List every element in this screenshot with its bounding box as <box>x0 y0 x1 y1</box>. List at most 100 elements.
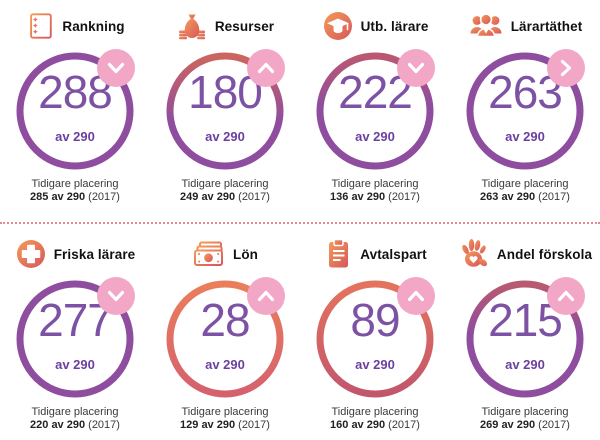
previous-label: Tidigare placering <box>181 178 269 190</box>
card-title: Utb. lärare <box>360 18 429 34</box>
rank-value: 28 <box>200 294 250 346</box>
previous-label: Tidigare placering <box>481 406 569 418</box>
rank-ring: 263 av 290 <box>466 49 585 170</box>
trend-badge <box>397 277 435 315</box>
previous-year: (2017) <box>88 191 120 203</box>
previous-year: (2017) <box>238 191 270 203</box>
list-icon <box>25 11 55 41</box>
rank-ring: 28 av 290 <box>166 277 285 398</box>
rank-total: av 290 <box>355 129 395 144</box>
previous-value: 136 av 290 <box>330 191 386 203</box>
medical-cross-icon <box>15 238 47 270</box>
previous-year: (2017) <box>238 419 270 431</box>
previous-value: 220 av 290 <box>30 419 86 431</box>
chevron-down-icon <box>97 49 135 87</box>
rank-ring: 89 av 290 <box>316 277 435 398</box>
rank-ring: 222 av 290 <box>316 49 435 170</box>
trend-badge <box>247 49 285 87</box>
hand-icon <box>458 238 490 270</box>
chevron-up-icon <box>247 49 285 87</box>
chevron-down-icon <box>397 49 435 87</box>
card-title: Resurser <box>214 18 275 34</box>
stat-card-andel-f-rskola[interactable]: Andel förskola 215 av 290 Tidigare place… <box>450 224 600 440</box>
card-header: Avtalspart <box>300 234 450 274</box>
previous-label: Tidigare placering <box>331 406 419 418</box>
chevron-up-icon <box>547 277 585 315</box>
previous-value: 249 av 290 <box>180 191 236 203</box>
money-bag-icon <box>176 10 208 42</box>
previous-year: (2017) <box>388 419 420 431</box>
stat-card-rankning[interactable]: Rankning 288 av 290 Tidigare placering 2… <box>0 0 150 222</box>
stat-card-l-n[interactable]: Lön 28 av 290 Tidigare placering 129 av … <box>150 224 300 440</box>
card-header: Andel förskola <box>450 234 600 274</box>
rank-ring: 215 av 290 <box>466 277 585 398</box>
rank-total: av 290 <box>505 357 545 372</box>
ring-circle <box>16 280 134 398</box>
card-title: Andel förskola <box>496 246 593 262</box>
clipboard-icon <box>323 238 353 270</box>
card-title: Avtalspart <box>360 246 427 262</box>
card-header: Lärartäthet <box>450 6 600 46</box>
previous-placement: Tidigare placering 263 av 290 (2017) <box>450 178 600 204</box>
chevron-up-icon <box>397 277 435 315</box>
previous-placement: Tidigare placering 160 av 290 (2017) <box>300 406 450 432</box>
rank-ring: 180 av 290 <box>166 49 285 170</box>
ring-circle <box>466 52 584 170</box>
rank-total: av 290 <box>55 129 95 144</box>
previous-year: (2017) <box>88 419 120 431</box>
ring-circle <box>466 280 584 398</box>
rank-total: av 290 <box>355 357 395 372</box>
trend-badge <box>547 49 585 87</box>
banknote-icon <box>192 240 226 268</box>
previous-value: 160 av 290 <box>330 419 386 431</box>
trend-badge <box>247 277 285 315</box>
dashboard-row-1: Rankning 288 av 290 Tidigare placering 2… <box>0 0 600 222</box>
previous-placement: Tidigare placering 249 av 290 (2017) <box>150 178 300 204</box>
chevron-right-icon <box>547 49 585 87</box>
previous-placement: Tidigare placering 136 av 290 (2017) <box>300 178 450 204</box>
rank-ring: 277 av 290 <box>16 277 135 398</box>
stat-card-avtalspart[interactable]: Avtalspart 89 av 290 Tidigare placering … <box>300 224 450 440</box>
card-header: Resurser <box>150 6 300 46</box>
previous-label: Tidigare placering <box>31 178 119 190</box>
rank-value: 89 <box>350 294 400 346</box>
previous-label: Tidigare placering <box>331 178 419 190</box>
rank-total: av 290 <box>55 357 95 372</box>
card-title: Friska lärare <box>53 246 136 262</box>
trend-badge <box>547 277 585 315</box>
chevron-down-icon <box>97 277 135 315</box>
previous-value: 263 av 290 <box>480 191 536 203</box>
rank-total: av 290 <box>205 129 245 144</box>
card-title: Rankning <box>62 18 125 34</box>
stat-card-l-rart-thet[interactable]: Lärartäthet 263 av 290 Tidigare placerin… <box>450 0 600 222</box>
previous-year: (2017) <box>538 191 570 203</box>
trend-badge <box>97 277 135 315</box>
ring-circle <box>316 280 434 398</box>
card-header: Utb. lärare <box>300 6 450 46</box>
previous-value: 129 av 290 <box>180 419 236 431</box>
people-icon <box>468 11 504 41</box>
rank-ring: 288 av 290 <box>16 49 135 170</box>
stat-card-friska-l-rare[interactable]: Friska lärare 277 av 290 Tidigare placer… <box>0 224 150 440</box>
stat-card-utb-l-rare[interactable]: Utb. lärare 222 av 290 Tidigare placerin… <box>300 0 450 222</box>
previous-year: (2017) <box>388 191 420 203</box>
graduation-cap-icon <box>322 10 354 42</box>
previous-label: Tidigare placering <box>181 406 269 418</box>
trend-badge <box>397 49 435 87</box>
previous-label: Tidigare placering <box>481 178 569 190</box>
previous-placement: Tidigare placering 269 av 290 (2017) <box>450 406 600 432</box>
dashboard-row-2: Friska lärare 277 av 290 Tidigare placer… <box>0 222 600 440</box>
ring-circle <box>166 52 284 170</box>
previous-value: 285 av 290 <box>30 191 86 203</box>
ring-circle <box>316 52 434 170</box>
chevron-up-icon <box>247 277 285 315</box>
card-header: Rankning <box>0 6 150 46</box>
previous-placement: Tidigare placering 129 av 290 (2017) <box>150 406 300 432</box>
stat-card-resurser[interactable]: Resurser 180 av 290 Tidigare placering 2… <box>150 0 300 222</box>
rank-total: av 290 <box>505 129 545 144</box>
card-title: Lärartäthet <box>510 18 583 34</box>
card-header: Friska lärare <box>0 234 150 274</box>
trend-badge <box>97 49 135 87</box>
ring-circle <box>16 52 134 170</box>
